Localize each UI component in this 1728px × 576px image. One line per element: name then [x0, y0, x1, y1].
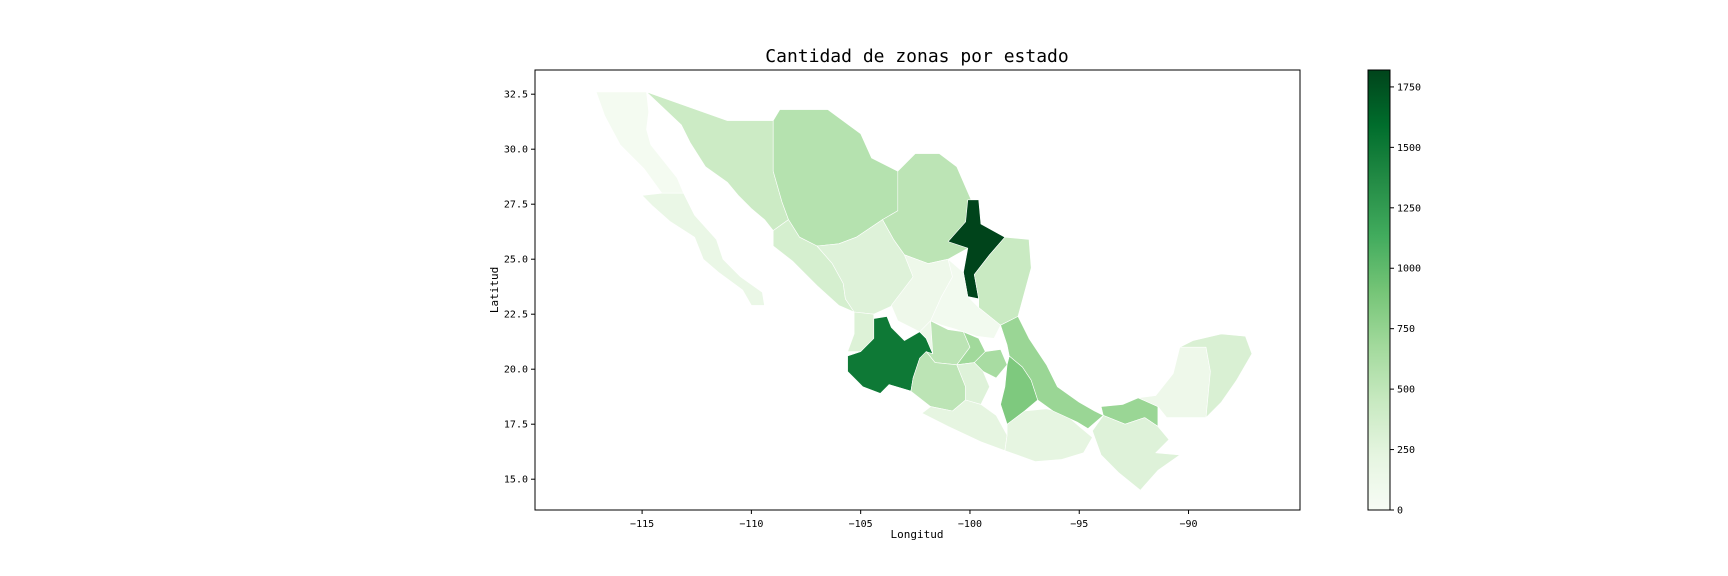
colorbar-tick-label: 1750 — [1397, 82, 1421, 93]
plot-frame — [534, 69, 1301, 511]
state-region-11 — [930, 258, 1001, 339]
y-tick-label: 30.0 — [504, 145, 528, 156]
x-axis-label: Longitud — [891, 528, 944, 541]
state-region-21 — [1004, 408, 1093, 462]
x-tick-label: −95 — [1070, 519, 1088, 530]
state-region-23 — [1000, 316, 1104, 429]
state-region-1 — [595, 91, 684, 194]
state-region-27 — [1179, 333, 1253, 418]
x-tick-label: −105 — [849, 519, 873, 530]
colorbar-tick-label: 500 — [1397, 385, 1415, 396]
y-tick-label: 22.5 — [504, 310, 528, 321]
y-tick-label: 32.5 — [504, 90, 528, 101]
x-tick-label: −115 — [630, 519, 654, 530]
y-tick-label: 27.5 — [504, 200, 528, 211]
state-region-2 — [641, 192, 765, 306]
colorbar-tick-label: 1000 — [1397, 264, 1421, 275]
state-region-25 — [1092, 415, 1181, 491]
y-axis-label: Latitud — [488, 267, 501, 313]
state-regions — [595, 91, 1253, 491]
y-tick-label: 20.0 — [504, 365, 528, 376]
y-tick-label: 15.0 — [504, 475, 528, 486]
colorbar-tick-label: 250 — [1397, 445, 1415, 456]
colorbar-tick-label: 1500 — [1397, 143, 1421, 154]
colorbar-tick-label: 750 — [1397, 324, 1415, 335]
x-tick-label: −100 — [958, 519, 982, 530]
y-axis-ticks: 15.0 17.5 20.0 22.5 25.0 27.5 30.0 32.5 — [504, 90, 535, 486]
colorbar-tick-label: 0 — [1397, 506, 1403, 517]
y-tick-label: 17.5 — [504, 420, 528, 431]
state-region-20 — [921, 399, 1008, 451]
x-tick-label: −90 — [1179, 519, 1197, 530]
chart-title: Cantidad de zonas por estado — [765, 46, 1068, 67]
colorbar-tick-label: 1250 — [1397, 203, 1421, 214]
x-axis-ticks: −115 −110 −105 −100 −95 −90 — [630, 510, 1198, 530]
y-tick-label: 25.0 — [504, 255, 528, 266]
x-tick-label: −110 — [739, 519, 763, 530]
colorbar — [1367, 69, 1391, 511]
colorbar-ticks: 0 250 500 750 1000 1250 1500 1750 — [1390, 82, 1421, 517]
